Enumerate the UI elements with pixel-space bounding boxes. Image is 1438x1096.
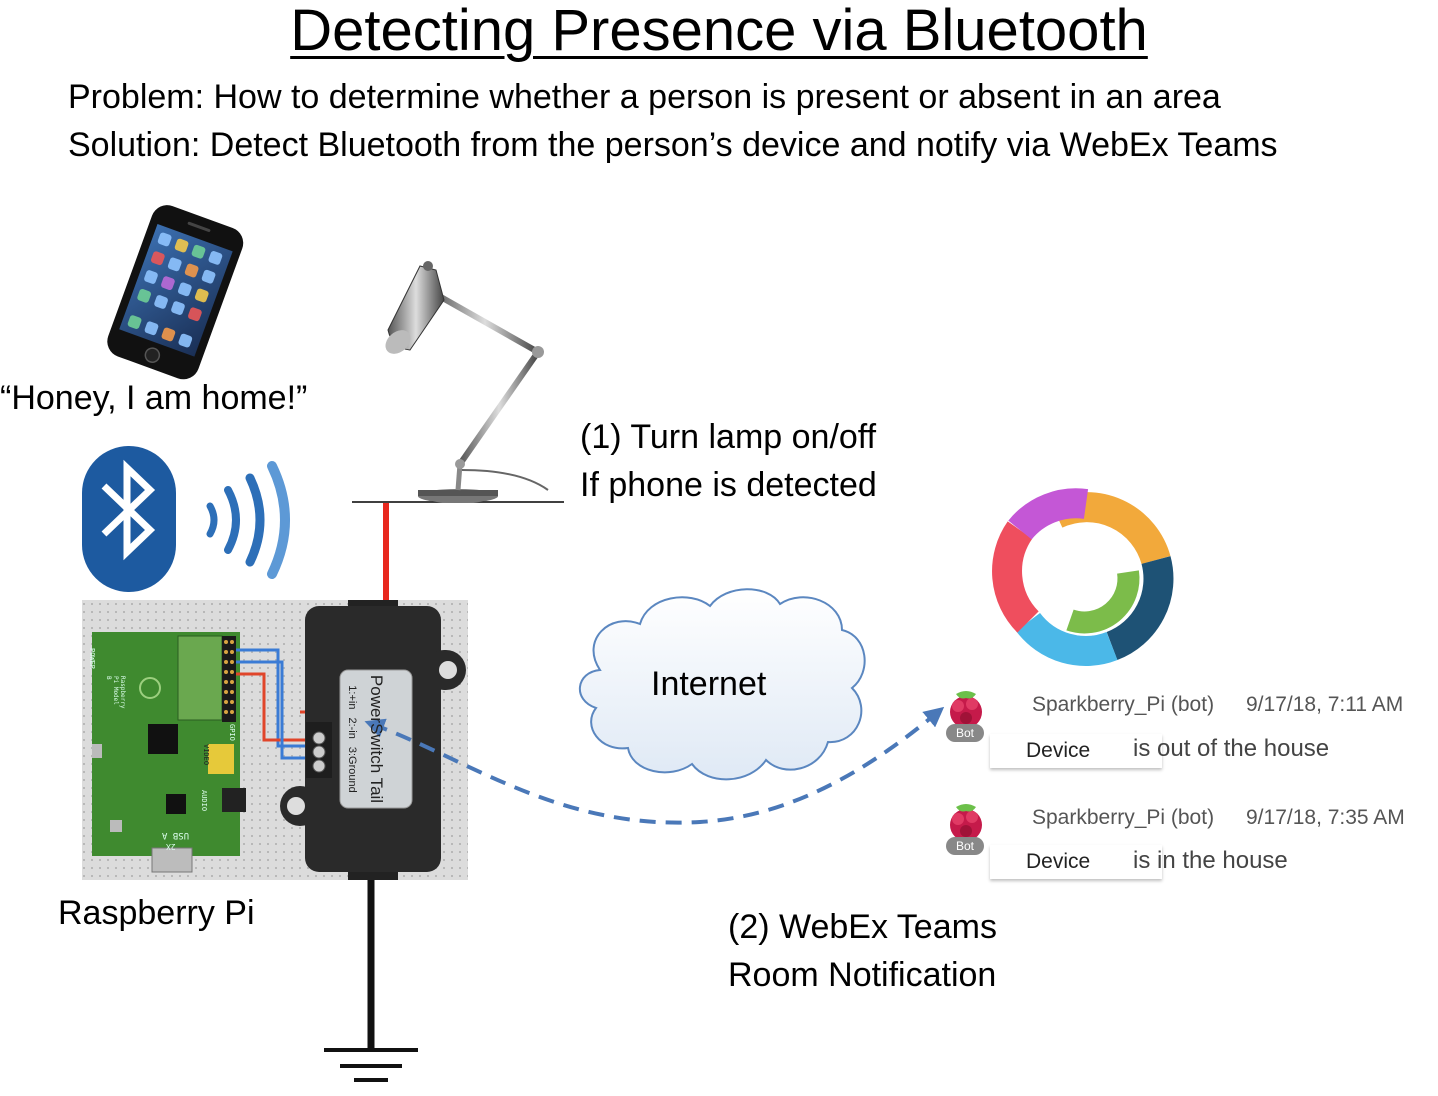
message-sender: Sparkberry_Pi (bot) (1032, 693, 1215, 716)
pin-label: 2:-in (346, 717, 358, 739)
device-name-box: Device (990, 734, 1162, 768)
phone-icon (107, 205, 244, 380)
board-power-label: POWER (88, 648, 96, 670)
raspberry-pi-label: Raspberry Pi (58, 894, 255, 932)
message-time: 9/17/18, 7:11 AM (1246, 693, 1404, 716)
problem-statement: Problem: How to determine whether a pers… (68, 78, 1221, 116)
message-time: 9/17/18, 7:35 AM (1246, 806, 1405, 829)
solution-statement: Solution: Detect Bluetooth from the pers… (68, 126, 1278, 164)
board-usb-label: USB A (162, 830, 190, 840)
board-model-label: Raspberry Pi Model B (105, 676, 126, 709)
webex-label-line2: Room Notification (728, 956, 997, 994)
device-name-box: Device (990, 845, 1162, 879)
message-text: is out of the house (1133, 735, 1330, 762)
powerswitch-tail (280, 600, 466, 880)
powerswitch-pins: 1:+in 2:-in 3:Ground (346, 685, 358, 792)
webex-label-line1: (2) WebEx Teams (728, 908, 997, 946)
wireless-waves-icon (206, 461, 290, 579)
pin-label: 3:Ground (346, 746, 358, 793)
bot-badge: Bot (955, 839, 974, 853)
raspberry-avatar-1 (946, 691, 984, 742)
powerswitch-label: PowerSwitch Tail (367, 674, 386, 804)
message-sender: Sparkberry_Pi (bot) (1032, 806, 1215, 829)
raspberry-avatar-2 (946, 804, 984, 855)
lamp-icon (352, 261, 564, 503)
ground-symbol (324, 880, 418, 1082)
board-gpio-label: GPIO (228, 724, 236, 741)
bluetooth-icon (82, 446, 176, 592)
message-text: is in the house (1133, 847, 1288, 874)
lamp-label-line2: If phone is detected (580, 466, 877, 504)
phone-quote: “Honey, I am home!” (0, 379, 308, 417)
lamp-label-line1: (1) Turn lamp on/off (580, 418, 877, 456)
webex-teams-logo (992, 488, 1174, 666)
page-title: Detecting Presence via Bluetooth (290, 0, 1148, 63)
board-audio-label: AUDIO (200, 790, 208, 812)
board-2x-label: 2X (166, 842, 176, 851)
internet-label: Internet (651, 665, 767, 703)
board-video-label: VIDEO (202, 744, 210, 766)
pin-label: 1:+in (346, 685, 358, 710)
notification-arrow (364, 706, 945, 825)
bot-badge: Bot (955, 726, 974, 740)
